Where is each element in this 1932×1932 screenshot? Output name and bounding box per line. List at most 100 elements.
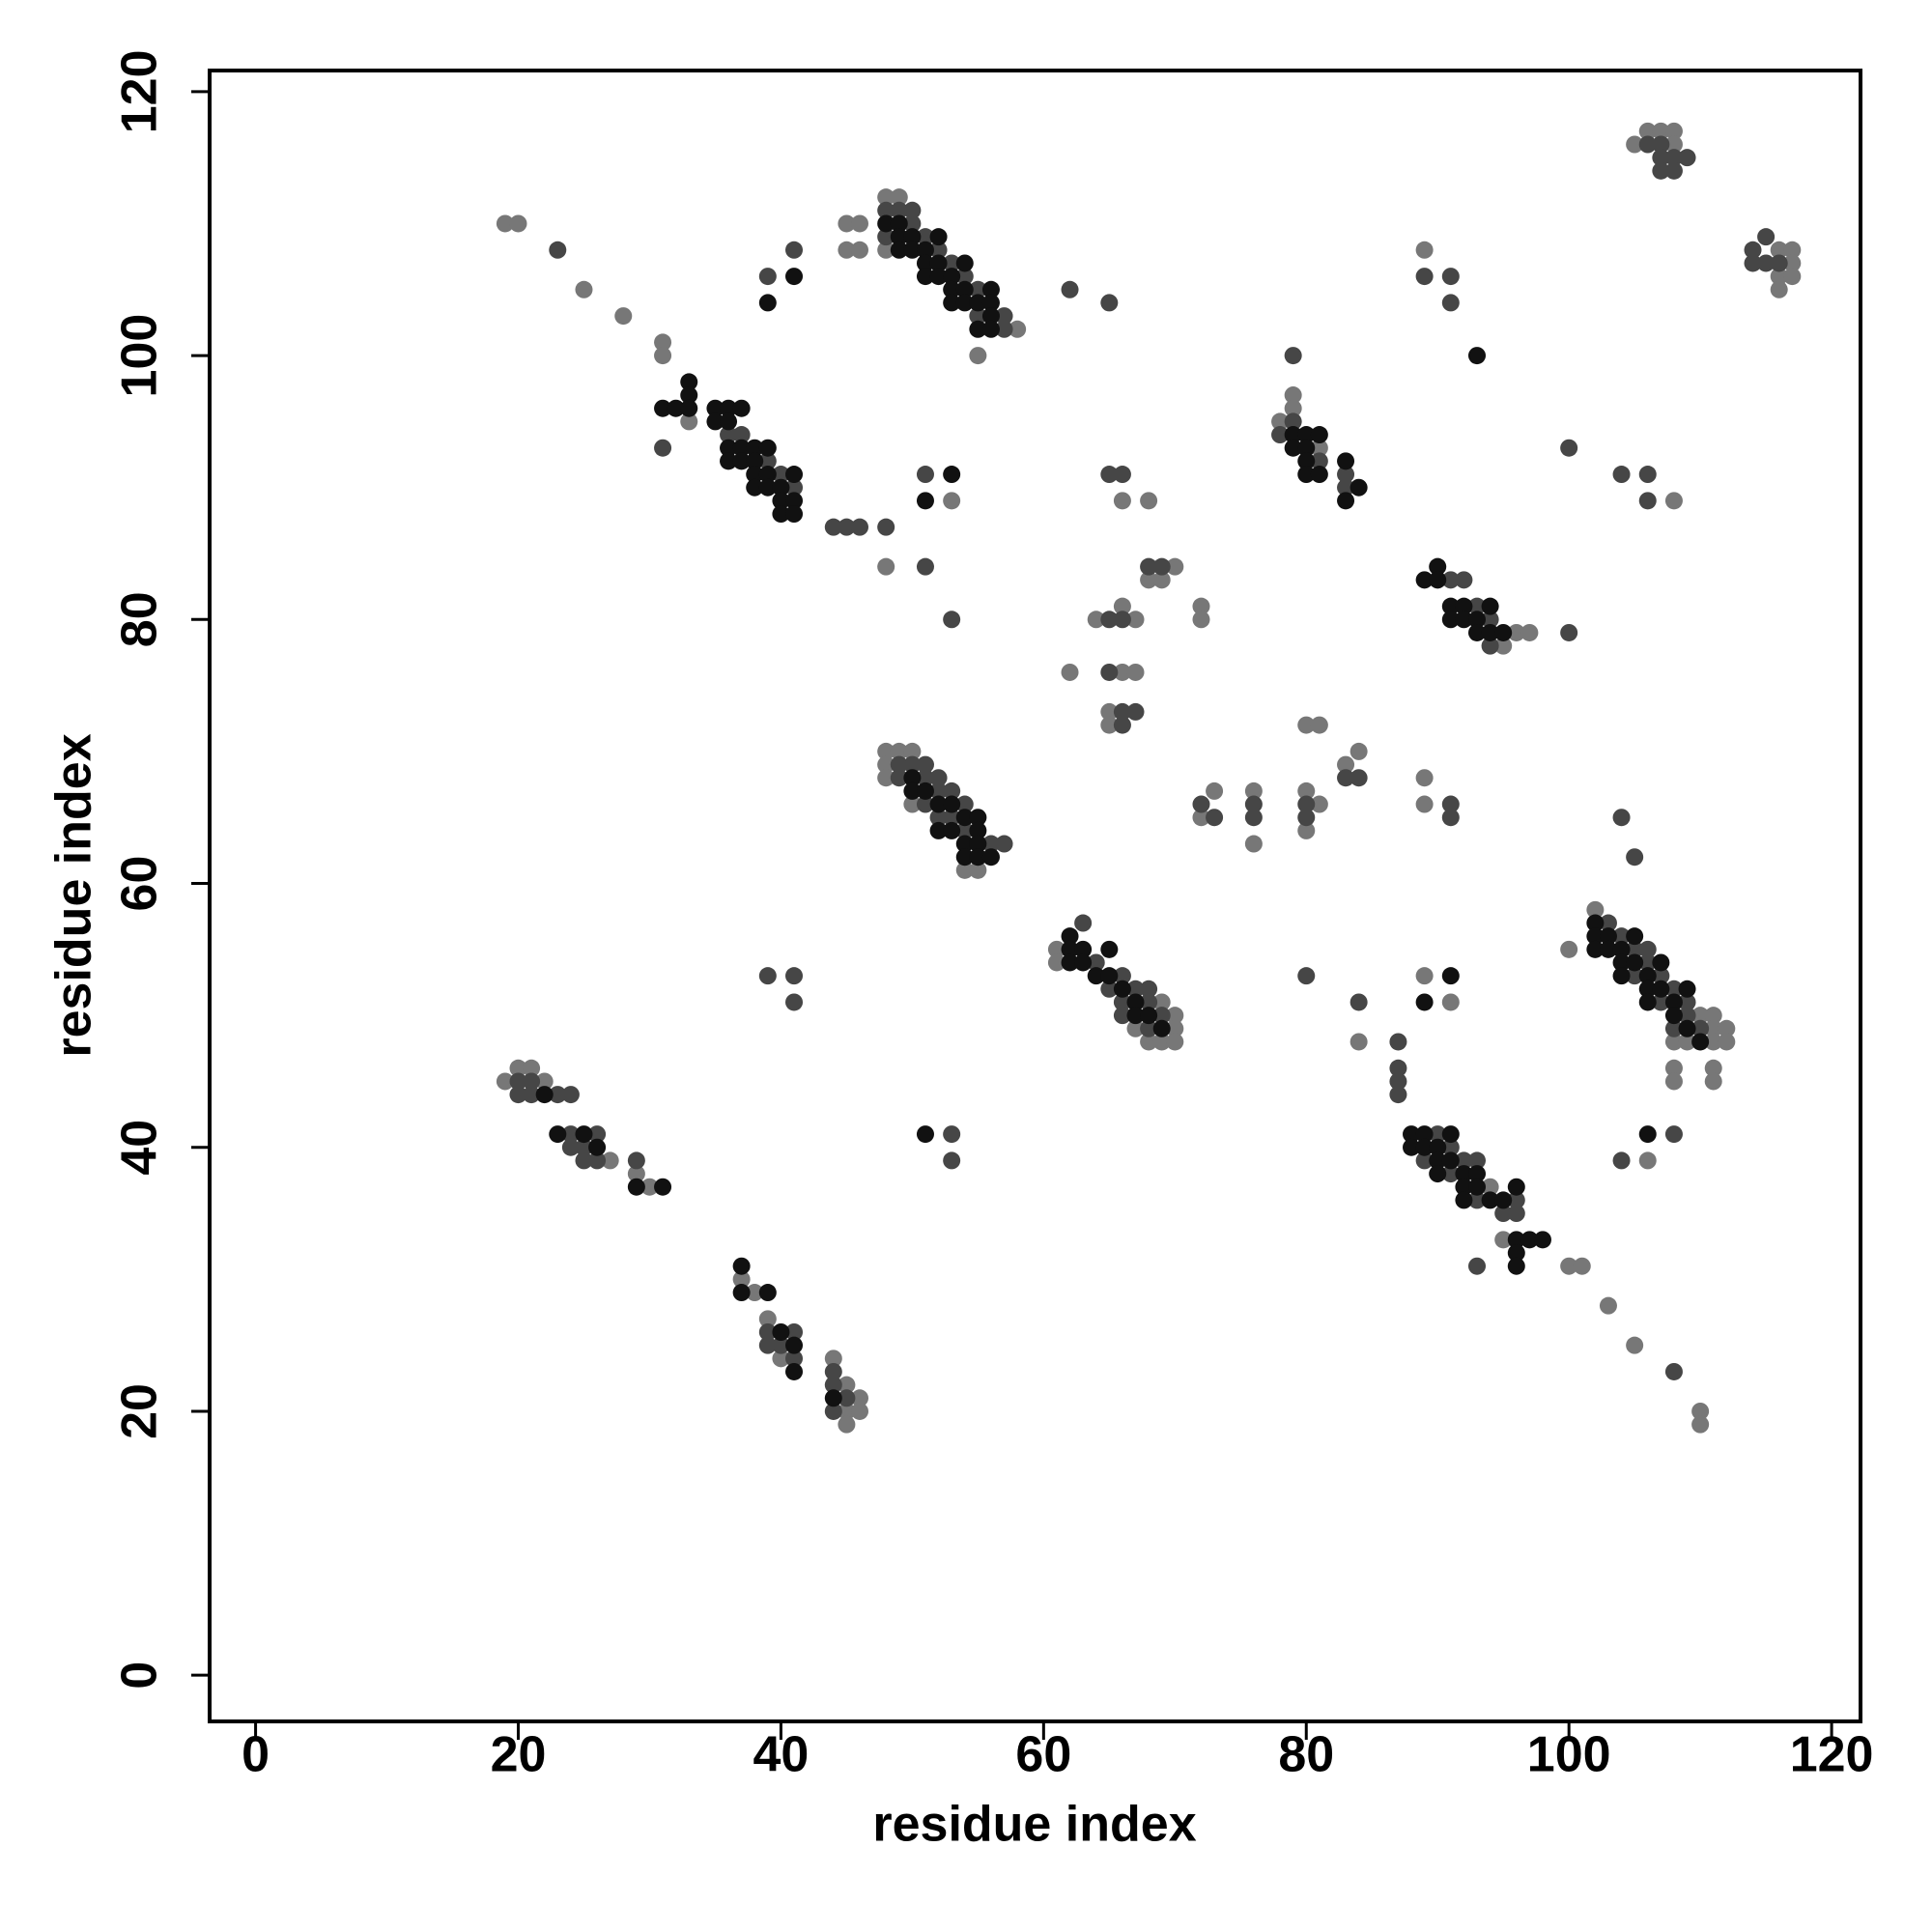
point xyxy=(824,1350,842,1368)
point xyxy=(916,781,934,800)
point xyxy=(850,518,868,536)
point xyxy=(758,1336,777,1354)
point xyxy=(877,214,895,233)
point xyxy=(955,254,974,272)
point xyxy=(1599,1296,1617,1315)
point xyxy=(903,781,922,800)
x-tick-label: 120 xyxy=(1790,1727,1874,1783)
point xyxy=(903,742,922,760)
x-tick-label: 100 xyxy=(1527,1727,1611,1783)
point xyxy=(1691,1415,1710,1434)
point xyxy=(640,1178,659,1196)
point xyxy=(758,452,777,470)
point xyxy=(654,333,672,352)
point xyxy=(1297,466,1316,484)
point xyxy=(890,214,908,233)
point xyxy=(1126,980,1145,998)
point xyxy=(1520,1231,1539,1249)
point xyxy=(720,412,738,431)
point xyxy=(706,412,724,431)
point xyxy=(1678,1019,1696,1037)
point xyxy=(1061,940,1079,958)
point xyxy=(1284,386,1302,405)
point xyxy=(1140,980,1158,998)
point xyxy=(1783,241,1802,259)
point xyxy=(772,466,790,484)
point xyxy=(1415,1151,1434,1170)
point xyxy=(1350,478,1368,497)
point xyxy=(1441,571,1460,589)
point xyxy=(1061,953,1079,972)
point xyxy=(943,294,961,312)
point xyxy=(523,1072,541,1091)
point xyxy=(981,280,1000,298)
point xyxy=(1113,716,1131,734)
point xyxy=(772,1350,790,1368)
point xyxy=(1481,623,1499,641)
point xyxy=(955,835,974,853)
point xyxy=(1612,967,1631,985)
point xyxy=(916,268,934,286)
point xyxy=(838,1415,856,1434)
point xyxy=(916,492,934,510)
point xyxy=(1612,466,1631,484)
point xyxy=(785,268,804,286)
point xyxy=(575,1125,593,1144)
point xyxy=(549,241,567,259)
point xyxy=(877,241,895,259)
point xyxy=(1455,1191,1473,1209)
point xyxy=(785,1362,804,1380)
point xyxy=(1126,1007,1145,1025)
point xyxy=(1403,1125,1421,1144)
point xyxy=(1664,492,1683,510)
point xyxy=(1284,412,1302,431)
point xyxy=(509,1086,527,1104)
point xyxy=(1100,702,1119,721)
point xyxy=(1664,1033,1683,1051)
point xyxy=(1297,439,1316,457)
point xyxy=(496,1072,514,1091)
point xyxy=(1599,927,1617,946)
point xyxy=(1652,993,1670,1011)
point xyxy=(785,967,804,985)
point xyxy=(838,241,856,259)
point xyxy=(1113,611,1131,629)
point xyxy=(903,795,922,813)
point xyxy=(1192,611,1210,629)
point xyxy=(732,439,751,457)
point xyxy=(929,254,948,272)
point xyxy=(955,861,974,879)
point xyxy=(509,1072,527,1091)
point xyxy=(1415,769,1434,787)
point xyxy=(1664,1019,1683,1037)
point xyxy=(1244,835,1263,853)
point xyxy=(1704,1007,1722,1025)
point xyxy=(1691,1007,1710,1025)
point xyxy=(890,742,908,760)
point xyxy=(1638,940,1657,958)
point xyxy=(916,466,934,484)
point xyxy=(1337,755,1355,774)
point xyxy=(943,821,961,839)
y-tick-label: 20 xyxy=(112,1383,168,1439)
point xyxy=(1166,557,1184,576)
point xyxy=(1468,597,1487,615)
point xyxy=(575,280,593,298)
point xyxy=(772,1322,790,1341)
point xyxy=(929,228,948,246)
point xyxy=(1152,1019,1171,1037)
point xyxy=(654,399,672,417)
point xyxy=(1389,1033,1407,1051)
point xyxy=(995,307,1013,326)
point xyxy=(943,795,961,813)
point xyxy=(955,268,974,286)
point xyxy=(1638,135,1657,154)
point xyxy=(785,466,804,484)
point xyxy=(1087,967,1105,985)
point xyxy=(1047,940,1065,958)
point xyxy=(1678,1007,1696,1025)
point xyxy=(1652,135,1670,154)
point xyxy=(1494,1191,1513,1209)
point xyxy=(720,452,738,470)
point xyxy=(1126,993,1145,1011)
